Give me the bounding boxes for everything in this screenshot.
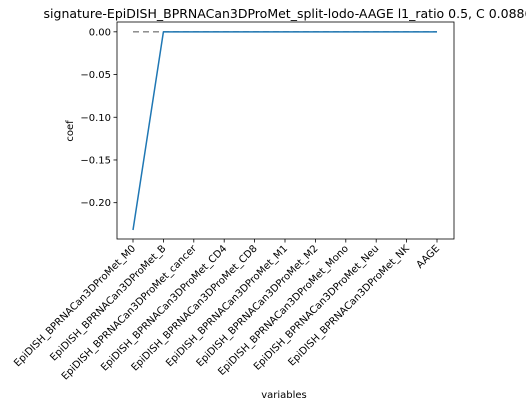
y-tick-label: −0.10 — [80, 113, 111, 124]
y-tick-label: −0.20 — [80, 198, 111, 209]
y-tick-label: 0.00 — [89, 27, 111, 38]
y-axis-label: coef — [65, 120, 76, 142]
series-line — [132, 31, 437, 231]
chart-title: signature-EpiDISH_BPRNACan3DProMet_split… — [44, 6, 526, 21]
x-axis-label: variables — [261, 390, 307, 401]
y-tick-label: −0.05 — [80, 70, 111, 81]
plot-frame — [116, 21, 455, 240]
y-tick-label: −0.15 — [80, 155, 111, 166]
